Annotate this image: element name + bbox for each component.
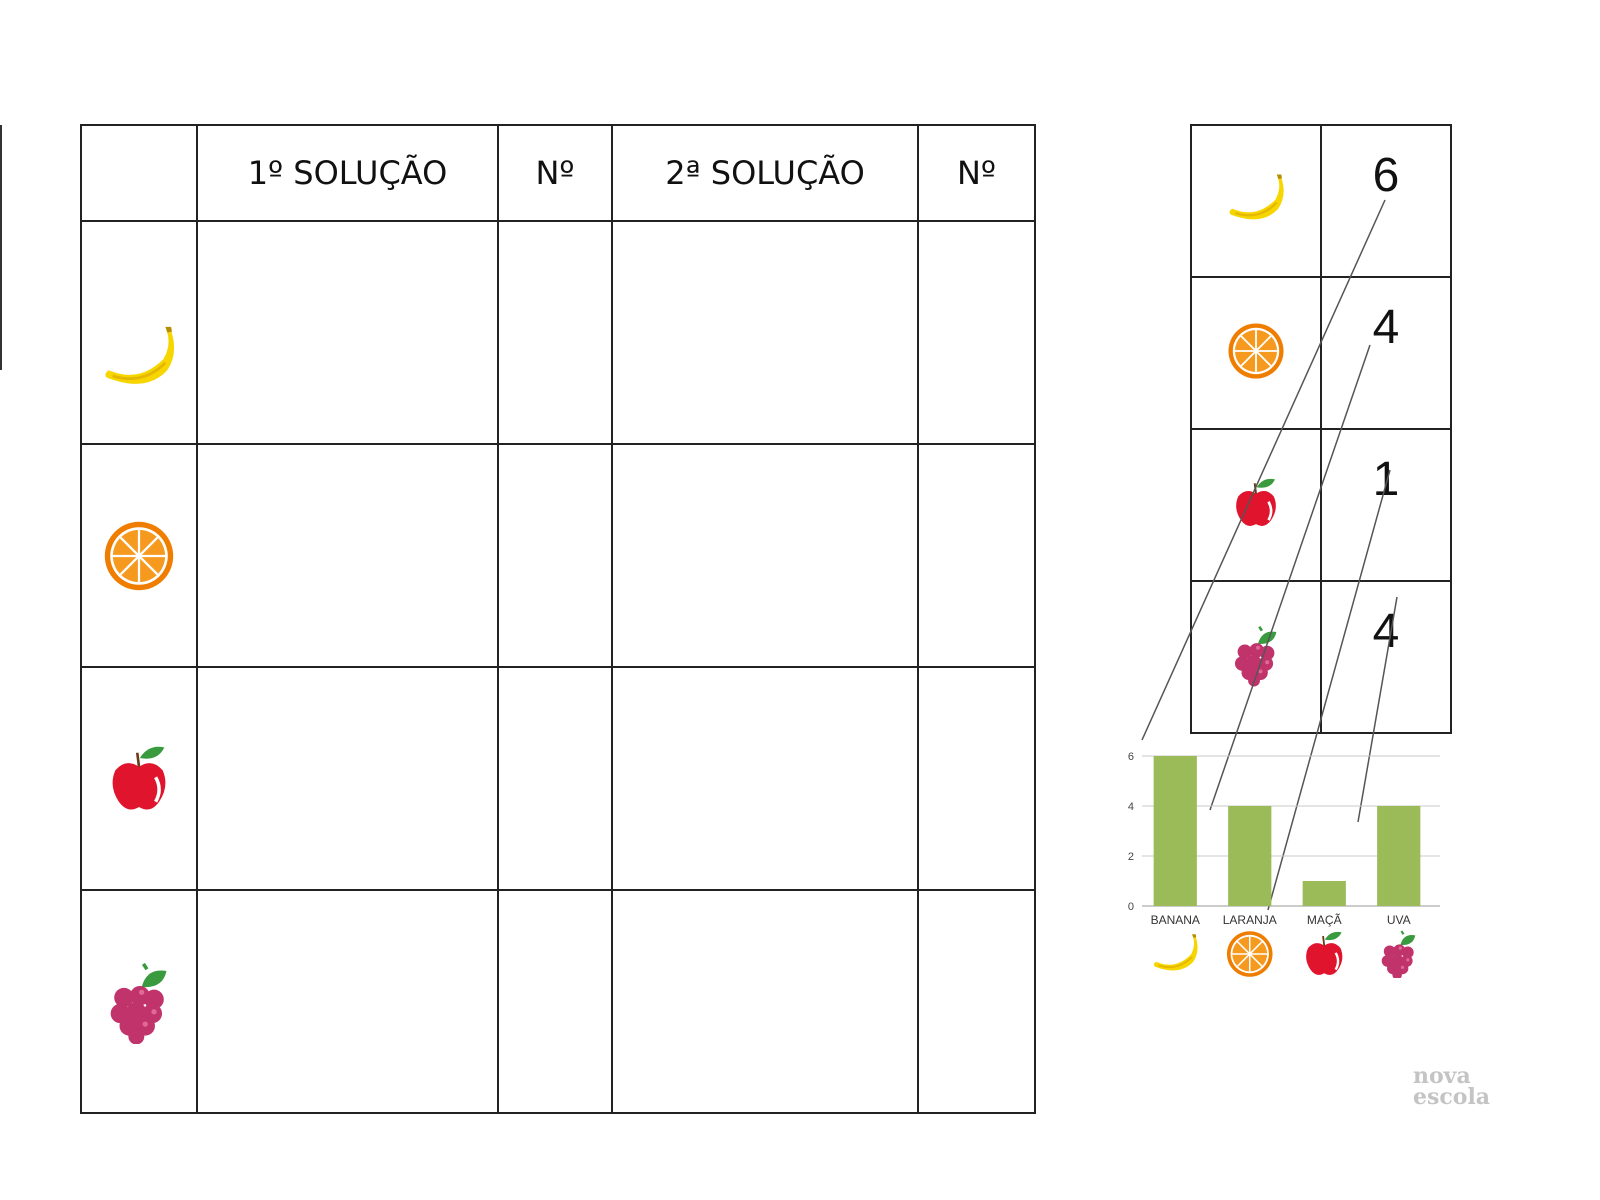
summary-count: 6 [1320, 124, 1452, 278]
worksheet-table: 1º SOLUÇÃO Nº 2ª SOLUÇÃO Nº [80, 124, 1036, 1114]
number-cell[interactable] [497, 889, 613, 1114]
number-cell[interactable] [917, 220, 1036, 445]
connector-line [1209, 344, 1371, 811]
y-tick-label: 2 [1128, 851, 1134, 863]
fruit-cell [80, 889, 198, 1114]
y-tick-label: 4 [1128, 801, 1134, 813]
first-solution-cell[interactable] [196, 666, 499, 891]
second-solution-cell[interactable] [611, 666, 919, 891]
connector-line [1267, 469, 1391, 911]
number-cell[interactable] [917, 443, 1036, 668]
worksheet-row-orange [80, 443, 1036, 668]
bar [1302, 881, 1346, 906]
x-tick-label: UVA [1387, 913, 1411, 927]
brand-line-1: nova [1413, 1063, 1471, 1089]
number-cell[interactable] [497, 443, 613, 668]
header-number-1: Nº [497, 124, 613, 222]
header-fruit-cell [80, 124, 198, 222]
brand-line-2: escola [1413, 1084, 1491, 1110]
second-solution-cell[interactable] [611, 889, 919, 1114]
connector-line [1141, 199, 1386, 741]
summary-fruit-cell [1190, 124, 1322, 278]
number-cell[interactable] [497, 220, 613, 445]
banana-icon [1152, 933, 1199, 972]
fruit-cell [80, 220, 198, 445]
header-second-solution: 2ª SOLUÇÃO [611, 124, 919, 222]
summary-count: 4 [1320, 276, 1452, 430]
summary-fruit-cell [1190, 428, 1322, 582]
summary-row-orange: 4 [1190, 276, 1452, 430]
bar [1377, 806, 1421, 906]
first-solution-cell[interactable] [196, 443, 499, 668]
worksheet-row-apple [80, 666, 1036, 891]
second-solution-cell[interactable] [611, 443, 919, 668]
summary-fruit-cell [1190, 276, 1322, 430]
first-solution-cell[interactable] [196, 220, 499, 445]
y-tick-label: 0 [1128, 901, 1134, 913]
x-tick-label: LARANJA [1223, 913, 1277, 927]
left-edge-line [0, 125, 2, 370]
orange-icon [1226, 930, 1274, 978]
worksheet-header-row: 1º SOLUÇÃO Nº 2ª SOLUÇÃO Nº [80, 124, 1036, 222]
header-number-2: Nº [917, 124, 1036, 222]
bar [1228, 806, 1272, 906]
worksheet-row-grape [80, 889, 1036, 1114]
apple-icon [1304, 930, 1344, 977]
bar [1153, 756, 1197, 906]
x-tick-label: BANANA [1151, 913, 1200, 927]
fruit-cell [80, 443, 198, 668]
number-cell[interactable] [917, 666, 1036, 891]
fruit-bar-chart: 0 2 4 6 BANANA LARANJA MAÇÃ UVA [1128, 751, 1440, 978]
summary-fruit-cell [1190, 580, 1322, 734]
connector-line [1357, 596, 1398, 823]
worksheet-row-banana [80, 220, 1036, 445]
number-cell[interactable] [497, 666, 613, 891]
y-tick-label: 6 [1128, 751, 1134, 763]
summary-row-grape: 4 [1190, 580, 1452, 734]
x-tick-label: MAÇÃ [1307, 913, 1342, 927]
number-cell[interactable] [917, 889, 1036, 1114]
fruit-cell [80, 666, 198, 891]
nova-escola-logo: nova escola [1413, 1063, 1491, 1110]
summary-row-banana: 6 [1190, 124, 1452, 278]
second-solution-cell[interactable] [611, 220, 919, 445]
grape-icon [1380, 930, 1417, 978]
first-solution-cell[interactable] [196, 889, 499, 1114]
summary-row-apple: 1 [1190, 428, 1452, 582]
header-first-solution: 1º SOLUÇÃO [196, 124, 499, 222]
summary-table: 6 4 1 4 [1190, 124, 1452, 734]
summary-count: 1 [1320, 428, 1452, 582]
